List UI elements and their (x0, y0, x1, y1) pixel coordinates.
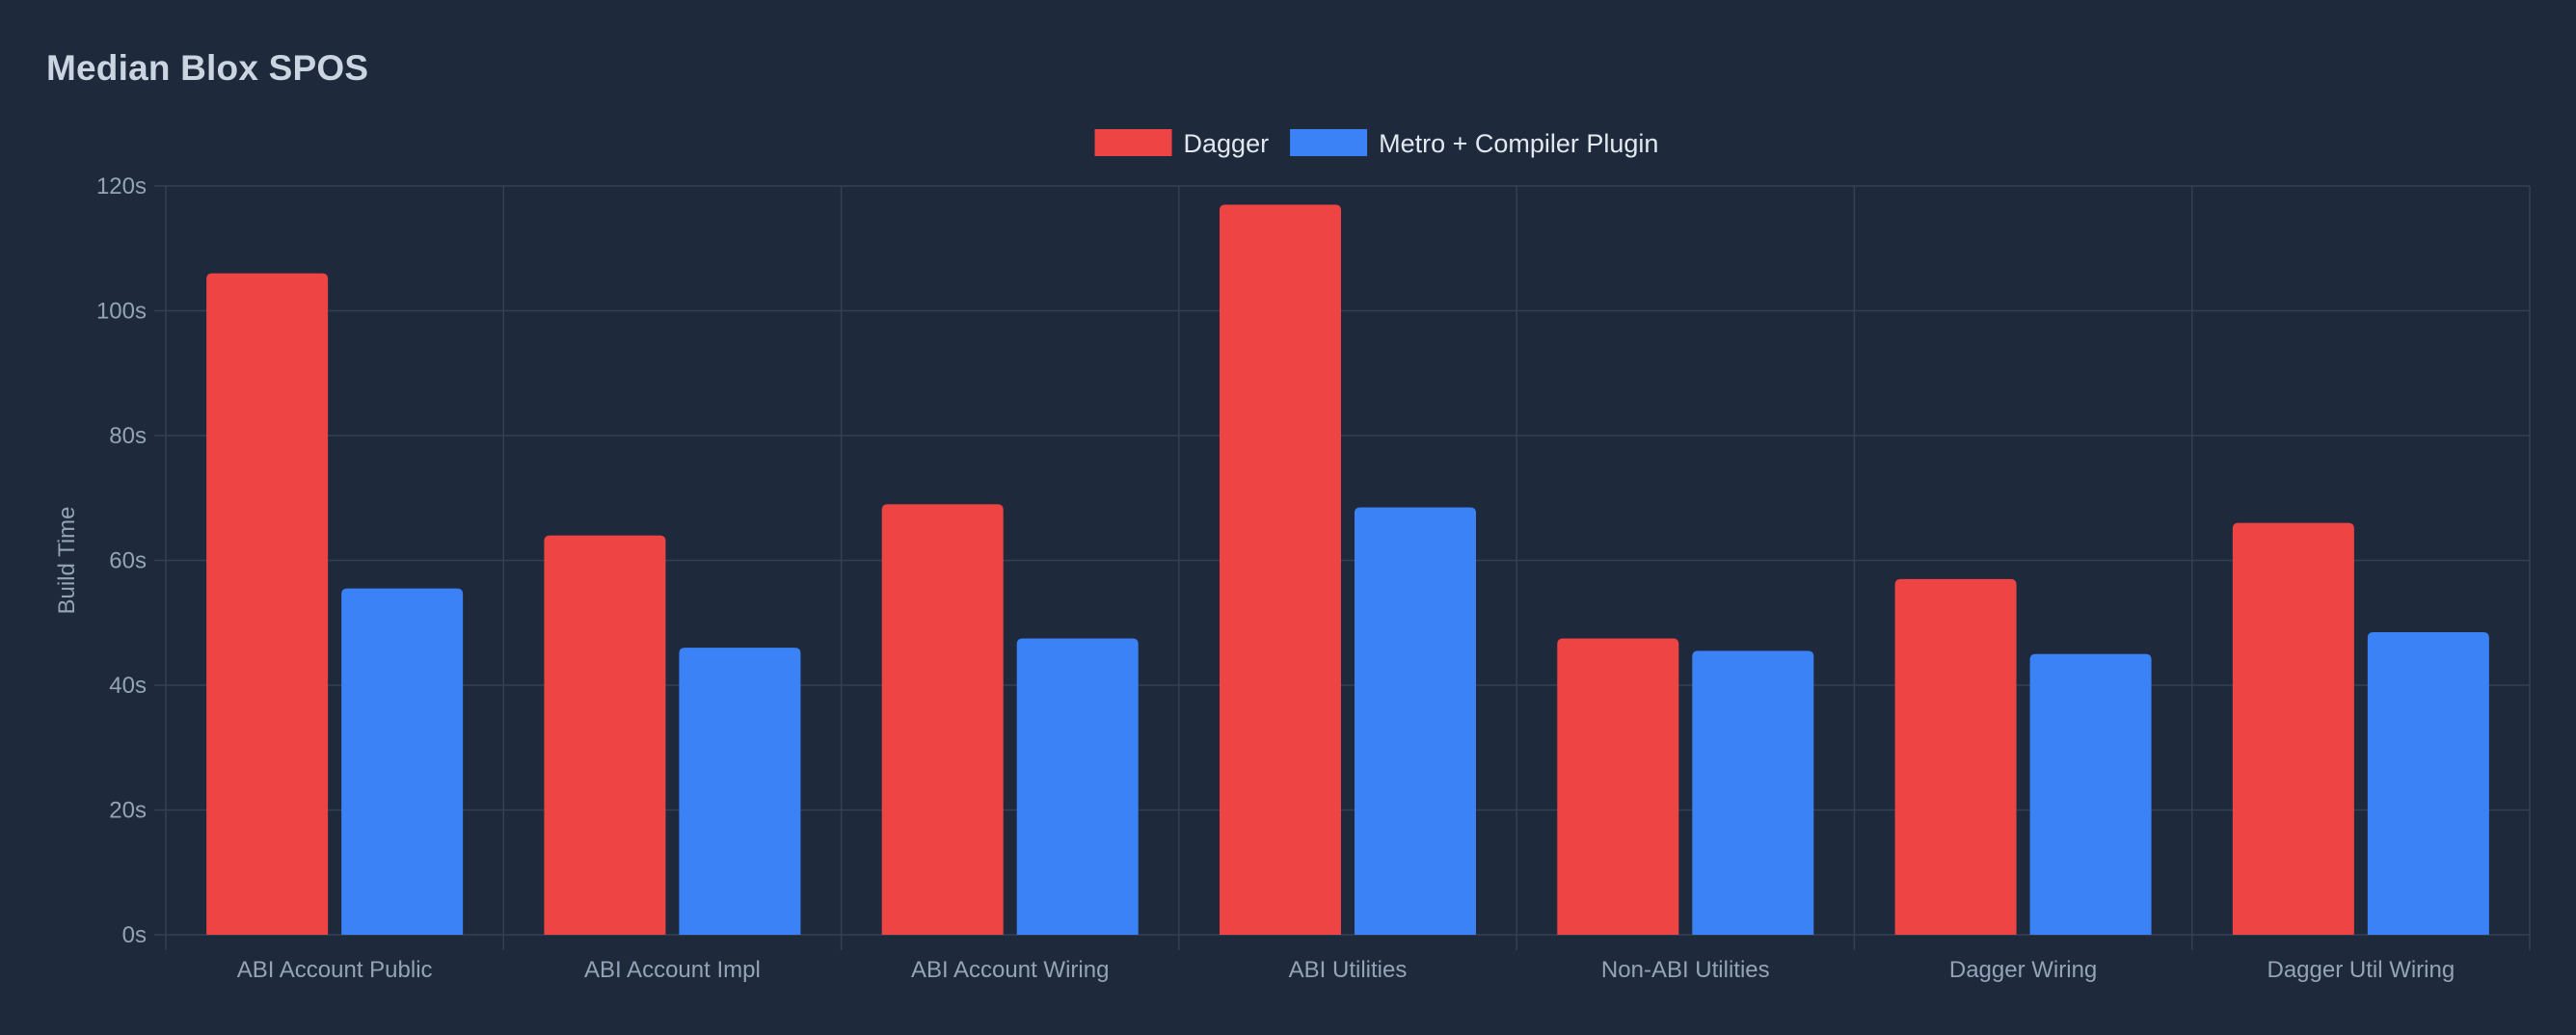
bar-dagger[interactable] (881, 504, 1004, 935)
bar-metro[interactable] (1355, 507, 1476, 935)
bar-metro[interactable] (1016, 638, 1139, 935)
y-axis-title: Build Time (54, 506, 80, 614)
legend-swatch (1094, 129, 1172, 156)
bar-metro[interactable] (679, 648, 801, 935)
bar-dagger[interactable] (1220, 204, 1341, 936)
bar-dagger[interactable] (1894, 578, 2017, 935)
y-tick-label: 20s (109, 798, 147, 824)
bar-metro[interactable] (341, 588, 464, 935)
bar-metro[interactable] (2367, 631, 2489, 935)
x-tick-label: ABI Account Public (237, 957, 433, 983)
y-tick-label: 40s (109, 673, 147, 699)
legend-label: Metro + Compiler Plugin (1379, 129, 1658, 158)
legend-item-metro[interactable]: Metro + Compiler Plugin (1290, 129, 1658, 158)
legend-label: Dagger (1184, 129, 1270, 158)
y-tick-label: 100s (96, 299, 147, 325)
y-tick-label: 80s (109, 423, 147, 449)
bar-metro[interactable] (2029, 653, 2152, 935)
x-tick-label: Dagger Util Wiring (2267, 957, 2455, 983)
y-tick-label: 60s (109, 548, 147, 574)
x-tick-label: Dagger Wiring (1949, 957, 2097, 983)
y-tick-label: 120s (96, 173, 147, 199)
x-tick-label: ABI Account Impl (584, 957, 761, 983)
x-tick-label: Non-ABI Utilities (1601, 957, 1770, 983)
y-tick-label: 0s (122, 922, 147, 948)
bar-dagger[interactable] (1557, 638, 1679, 935)
x-tick-label: ABI Account Wiring (911, 957, 1109, 983)
bar-dagger[interactable] (206, 273, 329, 935)
chart-title: Median Blox SPOS (46, 48, 369, 88)
bar-dagger[interactable] (2232, 522, 2354, 935)
legend-item-dagger[interactable]: Dagger (1094, 129, 1270, 158)
bar-metro[interactable] (1692, 650, 1814, 935)
legend-swatch (1290, 129, 1368, 156)
bar-dagger[interactable] (544, 535, 666, 935)
x-tick-label: ABI Utilities (1289, 957, 1408, 983)
